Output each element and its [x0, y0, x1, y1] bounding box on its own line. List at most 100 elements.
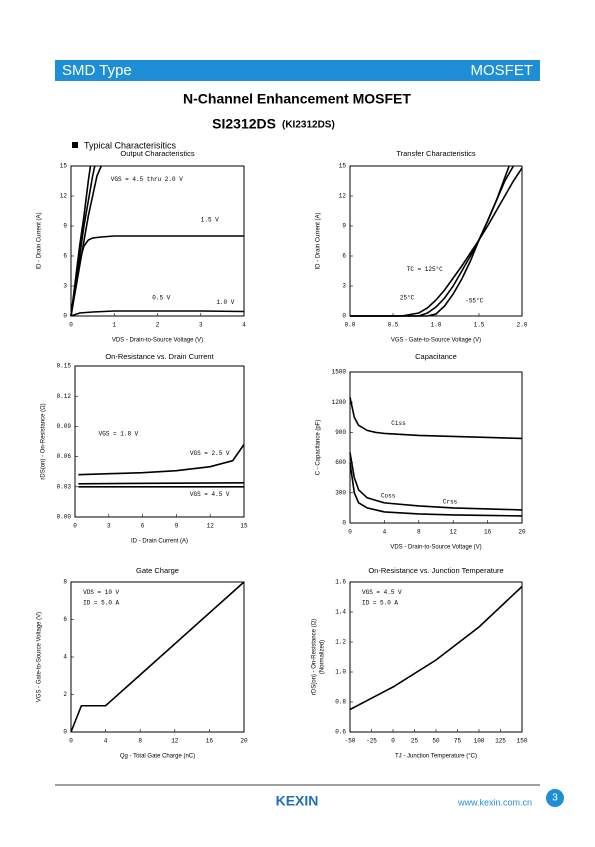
x-axis-label: VGS - Gate-to-Source Voltage (V) — [391, 338, 481, 344]
chart-title: On-Resistance vs. Junction Temperature — [368, 566, 503, 575]
curve — [78, 481, 245, 485]
chart-title: Capacitance — [415, 352, 457, 361]
y-tick-label: 0.09 — [57, 423, 72, 430]
curve — [70, 165, 103, 317]
x-tick-label: 1.5 — [474, 322, 485, 329]
curve — [350, 167, 523, 317]
x-tick-label: 0 — [73, 523, 77, 530]
annotation: 1.0 V — [216, 299, 234, 306]
y-tick-label: 1.0 — [335, 669, 346, 676]
annotation: Ciss — [391, 420, 406, 427]
chart-title: Gate Charge — [136, 566, 179, 575]
y-tick-label: 4 — [63, 654, 67, 661]
plot-frame — [70, 165, 245, 317]
x-tick-label: 0.5 — [388, 322, 399, 329]
y-tick-label: 0.03 — [57, 483, 72, 490]
section-title: Typical Characterisitics — [84, 140, 177, 150]
x-axis-label: Qg - Total Gate Charge (nC) — [120, 754, 195, 760]
y-axis-label: ID - Drain Current (A) — [37, 212, 43, 269]
y-tick-label: 0.15 — [57, 363, 72, 370]
page-badge — [546, 789, 564, 807]
y-axis-label: VGS - Gate-to-Source Voltage (V) — [37, 612, 43, 702]
y-tick-label: 12 — [60, 193, 68, 200]
footer-logo: KEXIN — [276, 793, 319, 809]
curve — [78, 444, 245, 476]
x-tick-label: 6 — [141, 523, 145, 530]
annotation: ID = 5.0 A — [362, 600, 398, 607]
y-tick-label: 0.8 — [335, 699, 346, 706]
page-number: 3 — [552, 793, 558, 804]
y-tick-label: 600 — [335, 459, 346, 466]
x-tick-label: 1.0 — [431, 322, 442, 329]
annotation: 0.5 V — [152, 295, 170, 302]
x-tick-label: -50 — [345, 738, 356, 745]
x-tick-label: 2.0 — [517, 322, 528, 329]
annotation: 1.5 V — [201, 217, 219, 224]
x-tick-label: 100 — [474, 738, 485, 745]
x-tick-label: 25 — [411, 738, 419, 745]
y-axis-note: (Normalized) — [320, 640, 326, 674]
y-tick-label: 8 — [63, 579, 67, 586]
x-tick-label: 3 — [107, 523, 111, 530]
curve — [349, 462, 523, 517]
x-tick-label: 50 — [432, 738, 440, 745]
curve — [70, 310, 245, 317]
x-tick-label: 4 — [104, 738, 108, 745]
curve — [349, 397, 523, 440]
y-tick-label: 9 — [342, 223, 346, 230]
part-alt: (KI2312DS) — [282, 120, 335, 131]
header-right: MOSFET — [471, 62, 534, 79]
y-axis-label: rDS(on) - On-Resistance (Ω) — [41, 403, 47, 479]
annotation: Crss — [443, 498, 458, 505]
y-tick-label: 0 — [63, 729, 67, 736]
chart-title: Output Characteristics — [120, 149, 194, 158]
curve — [350, 165, 515, 317]
x-tick-label: 16 — [206, 738, 214, 745]
y-tick-label: 0.06 — [57, 453, 72, 460]
x-tick-label: 20 — [240, 738, 248, 745]
y-tick-label: 300 — [335, 489, 346, 496]
y-tick-label: 1500 — [332, 369, 347, 376]
y-tick-label: 2 — [63, 691, 67, 698]
curve — [70, 581, 245, 733]
x-tick-label: 0.0 — [345, 322, 356, 329]
x-axis-label: ID - Drain Current (A) — [131, 539, 188, 545]
curve — [350, 165, 510, 317]
annotation: VGS = 1.8 V — [99, 431, 139, 438]
plot-frame — [349, 165, 523, 317]
x-tick-label: 0 — [391, 738, 395, 745]
y-tick-label: 12 — [339, 193, 347, 200]
annotation: ID = 5.0 A — [83, 600, 119, 607]
x-tick-label: 12 — [171, 738, 179, 745]
part-number: SI2312DS — [212, 116, 276, 132]
x-tick-label: 9 — [175, 523, 179, 530]
annotation: VGS = 4.5 V — [362, 589, 402, 596]
footer-url: www.kexin.com.cn — [457, 797, 532, 807]
y-tick-label: 1.4 — [335, 609, 346, 616]
x-tick-label: 0 — [69, 738, 73, 745]
annotation: -55°C — [465, 298, 483, 305]
chart-title: On-Resistance vs. Drain Current — [105, 352, 214, 361]
x-tick-label: 16 — [484, 529, 492, 536]
x-tick-label: 2 — [156, 322, 160, 329]
bullet — [72, 142, 78, 148]
annotation: VGS = 4.5 V — [190, 491, 230, 498]
plot-frame — [349, 371, 523, 524]
annotation: TC = 125°C — [407, 266, 443, 273]
plot-frame — [74, 365, 245, 518]
x-tick-label: 8 — [417, 529, 421, 536]
x-tick-label: 3 — [199, 322, 203, 329]
x-tick-label: 4 — [383, 529, 387, 536]
x-axis-label: VDS - Drain-to-Source Voltage (V) — [112, 338, 203, 344]
header-left: SMD Type — [62, 62, 132, 79]
x-tick-label: 75 — [454, 738, 462, 745]
y-tick-label: 0 — [342, 313, 346, 320]
y-axis-label: rDS(on) - On-Resistance (Ω) — [312, 619, 318, 695]
y-tick-label: 15 — [60, 163, 68, 170]
x-tick-label: 0 — [69, 322, 73, 329]
x-tick-label: 15 — [240, 523, 248, 530]
header-bar — [55, 60, 540, 81]
y-tick-label: 6 — [63, 616, 67, 623]
x-tick-label: 12 — [450, 529, 458, 536]
x-tick-label: 4 — [242, 322, 246, 329]
